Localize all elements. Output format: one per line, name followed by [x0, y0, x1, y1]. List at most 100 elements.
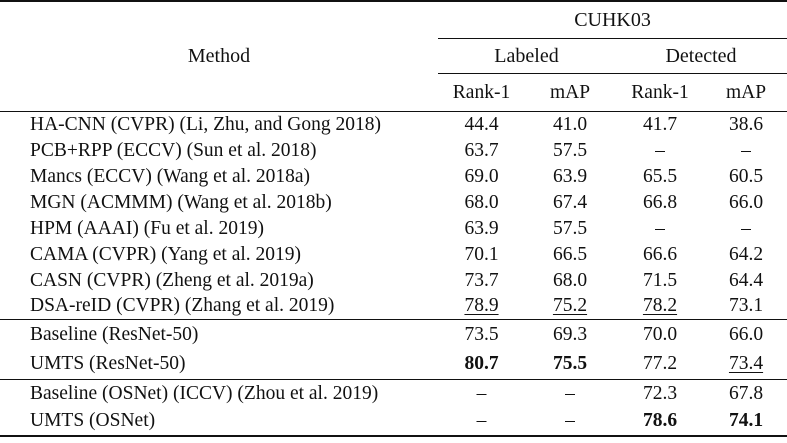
value-cell: –: [705, 216, 787, 242]
method-cell: CAMA (CVPR) (Yang et al. 2019): [30, 243, 302, 265]
value-text: 75.2: [552, 295, 588, 317]
value-cell: 69.3: [525, 320, 615, 350]
value-cell: 80.7: [438, 350, 525, 380]
value-text: –: [476, 410, 487, 431]
table-header: Method CUHK03 Labeled Detected Rank-1 mA…: [0, 1, 787, 112]
value-cell: –: [525, 408, 615, 436]
value-cell: 78.6: [615, 408, 705, 436]
table-section-1: HA-CNN (CVPR) (Li, Zhu, and Gong 2018) 44…: [0, 112, 787, 320]
value-text: –: [476, 382, 487, 404]
table-row: HPM (AAAI) (Fu et al. 2019) 63.9 57.5 – –: [0, 216, 787, 242]
method-cell: PCB+RPP (ECCV) (Sun et al. 2018): [30, 139, 317, 161]
value-text: 65.5: [642, 165, 678, 187]
value-cell: 77.2: [615, 350, 705, 380]
value-text: 66.6: [642, 243, 678, 265]
method-cell: DSA-reID (CVPR) (Zhang et al. 2019): [30, 295, 335, 317]
table-row: DSA-reID (CVPR) (Zhang et al. 2019) 78.9 7…: [0, 294, 787, 320]
value-text: 80.7: [464, 353, 499, 375]
method-column-header: Method: [187, 45, 251, 67]
value-cell: 60.5: [705, 164, 787, 190]
value-text: 38.6: [728, 113, 764, 135]
value-text: 70.1: [464, 243, 499, 265]
subgroup-detected-header: Detected: [615, 38, 787, 74]
value-text: 68.0: [464, 191, 499, 213]
value-cell: 57.5: [525, 216, 615, 242]
table-row: PCB+RPP (ECCV) (Sun et al. 2018) 63.7 57.5…: [0, 138, 787, 164]
value-text: 57.5: [552, 217, 588, 239]
value-cell: 68.0: [438, 190, 525, 216]
value-text: 44.4: [464, 113, 499, 135]
value-text: –: [565, 382, 575, 404]
value-cell: 69.0: [438, 164, 525, 190]
value-text: 75.5: [552, 353, 588, 375]
value-cell: 63.9: [438, 216, 525, 242]
value-text: 68.0: [552, 269, 588, 291]
value-cell: 66.6: [615, 242, 705, 268]
value-text: 63.9: [464, 217, 499, 239]
value-cell: 71.5: [615, 268, 705, 294]
value-text: 60.5: [728, 165, 764, 187]
table-row: UMTS (ResNet-50) 80.7 75.5 77.2 73.4: [0, 350, 787, 380]
value-text: 66.8: [642, 191, 678, 213]
value-cell: 65.5: [615, 164, 705, 190]
table-row: Baseline (OSNet) (ICCV) (Zhou et al. 201…: [0, 380, 787, 408]
value-cell: 73.5: [438, 320, 525, 350]
header-row-metrics: Rank-1 mAP Rank-1 mAP: [0, 74, 787, 112]
header-row-subgroups: Labeled Detected: [0, 38, 787, 74]
subgroup-labeled-header: Labeled: [438, 38, 615, 74]
value-text: 77.2: [642, 353, 678, 375]
value-cell: 78.2: [615, 294, 705, 320]
table-row: HA-CNN (CVPR) (Li, Zhu, and Gong 2018) 44…: [0, 112, 787, 138]
table-section-2: Baseline (ResNet-50) 73.5 69.3 70.0 66.0 UMTS…: [0, 319, 787, 380]
value-cell: 63.9: [525, 164, 615, 190]
value-text: 64.4: [728, 269, 764, 291]
value-cell: 66.0: [705, 190, 787, 216]
method-cell: CASN (CVPR) (Zheng et al. 2019a): [30, 269, 314, 291]
value-text: 72.3: [642, 382, 678, 404]
value-cell: –: [438, 408, 525, 436]
table-row: UMTS (OSNet) – – 78.6 74.1: [0, 408, 787, 436]
value-cell: 74.1: [705, 408, 787, 436]
value-text: –: [741, 139, 751, 161]
value-text: 70.0: [642, 323, 678, 345]
value-cell: 38.6: [705, 112, 787, 138]
table-section-3: Baseline (OSNet) (ICCV) (Zhou et al. 201…: [0, 379, 787, 436]
value-text: 74.1: [728, 410, 764, 431]
value-cell: 63.7: [438, 138, 525, 164]
value-cell: 41.7: [615, 112, 705, 138]
method-cell: MGN (ACMMM) (Wang et al. 2018b): [30, 191, 332, 213]
metric-header-map-detected: mAP: [725, 81, 767, 103]
value-text: 64.2: [728, 243, 764, 265]
value-cell: –: [525, 380, 615, 408]
value-text: 73.7: [464, 269, 499, 291]
value-cell: 73.7: [438, 268, 525, 294]
value-text: 78.6: [642, 410, 678, 431]
value-cell: 72.3: [615, 380, 705, 408]
value-text: 73.5: [464, 323, 499, 345]
method-cell: UMTS (ResNet-50): [30, 353, 186, 375]
method-cell: Baseline (OSNet) (ICCV) (Zhou et al. 201…: [30, 382, 379, 404]
table-row: CAMA (CVPR) (Yang et al. 2019) 70.1 66.5 66…: [0, 242, 787, 268]
method-cell: HA-CNN (CVPR) (Li, Zhu, and Gong 2018): [30, 113, 381, 135]
value-cell: 73.4: [705, 350, 787, 380]
value-text: 66.0: [728, 323, 764, 345]
value-text: 63.7: [464, 139, 499, 161]
value-text: 69.0: [464, 165, 499, 187]
value-text: 73.1: [728, 295, 764, 317]
value-text: –: [655, 217, 665, 239]
header-row-dataset: Method CUHK03: [0, 1, 787, 67]
value-text: 71.5: [642, 269, 678, 291]
value-cell: 64.2: [705, 242, 787, 268]
value-cell: 66.0: [705, 320, 787, 350]
value-text: 57.5: [552, 139, 588, 161]
value-text: 69.3: [552, 323, 588, 345]
value-cell: 57.5: [525, 138, 615, 164]
metric-header-rank1-labeled: Rank-1: [452, 81, 511, 103]
value-cell: –: [615, 138, 705, 164]
value-cell: 67.8: [705, 380, 787, 408]
table-row: Baseline (ResNet-50) 73.5 69.3 70.0 66.0: [0, 320, 787, 350]
method-cell: Baseline (ResNet-50): [30, 323, 199, 345]
method-cell: UMTS (OSNet): [30, 410, 156, 431]
value-text: 41.7: [642, 113, 678, 135]
